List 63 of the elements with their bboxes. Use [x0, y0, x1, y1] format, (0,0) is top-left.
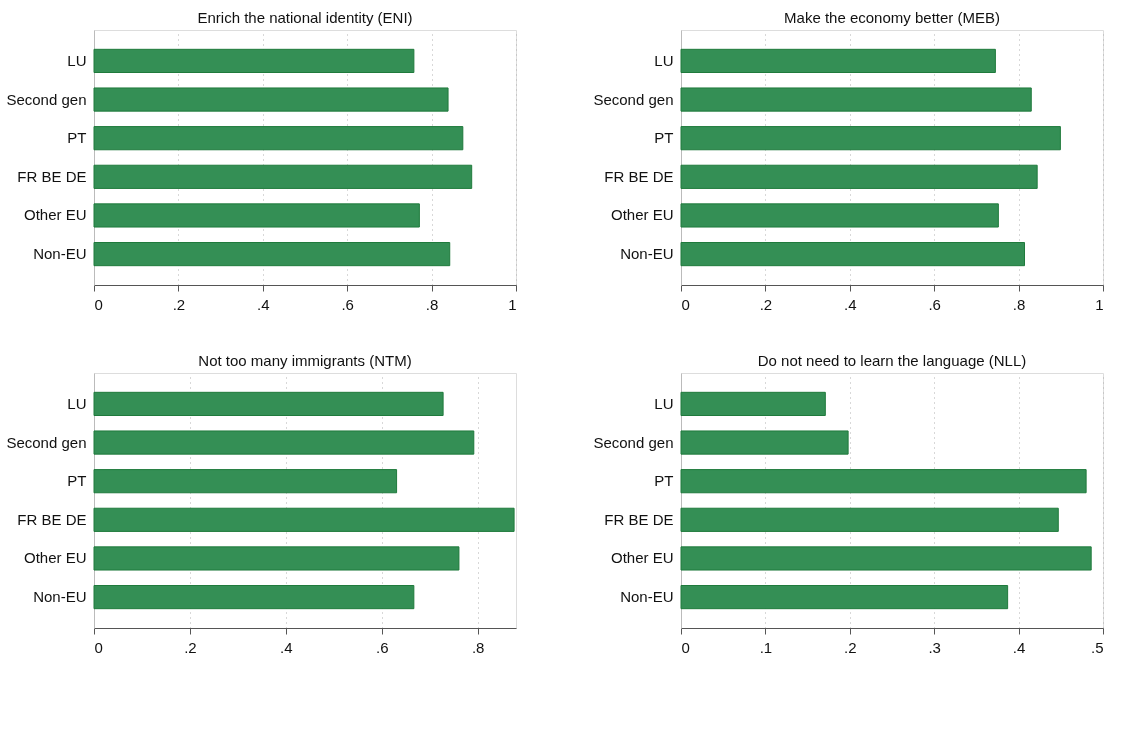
x-tick-label: 1	[508, 295, 517, 313]
y-tick-label: LU	[67, 51, 87, 69]
bar	[680, 126, 1061, 151]
chart-title: Make the economy better (MEB)	[784, 9, 1000, 26]
x-tick-label: .4	[1012, 638, 1026, 656]
bar	[93, 585, 415, 610]
bar	[680, 164, 1038, 189]
bar	[680, 203, 999, 228]
x-tick-label: 0	[681, 638, 690, 656]
bar	[680, 87, 1032, 112]
y-tick-label: LU	[654, 51, 674, 69]
x-tick-label: .3	[928, 638, 941, 656]
y-tick-label: FR BE DE	[604, 510, 674, 528]
y-tick-label: Second gen	[6, 433, 87, 451]
x-tick-label: .5	[1090, 638, 1104, 656]
y-tick-label: PT	[67, 472, 87, 490]
x-tick-label: .8	[425, 295, 439, 313]
y-tick-label: PT	[67, 129, 87, 147]
y-tick-label: FR BE DE	[604, 167, 674, 185]
bar	[93, 430, 475, 455]
x-tick-label: .2	[844, 638, 857, 656]
x-tick-label: .4	[257, 295, 270, 313]
y-tick-label: Other EU	[610, 549, 674, 567]
y-tick-label: Non-EU	[33, 245, 87, 263]
y-tick-label: Non-EU	[33, 588, 87, 606]
y-tick-label: LU	[67, 394, 87, 412]
x-tick-label: .1	[759, 638, 773, 656]
chart-title: Do not need to learn the language (NLL)	[757, 352, 1027, 369]
bar	[93, 391, 444, 416]
x-tick-label: .2	[172, 295, 186, 313]
x-tick-label: .6	[341, 295, 354, 313]
x-tick-label: 0	[94, 638, 103, 656]
y-tick-label: Other EU	[610, 206, 674, 224]
y-tick-label: PT	[654, 472, 674, 490]
x-tick-label: .4	[280, 638, 293, 656]
x-tick-label: .2	[759, 295, 773, 313]
bar	[680, 242, 1026, 267]
bar	[93, 469, 398, 494]
y-tick-label: Non-EU	[620, 588, 674, 606]
x-tick-label: 1	[1095, 295, 1104, 313]
y-tick-label: Second gen	[6, 90, 87, 108]
y-tick-label: Other EU	[23, 206, 87, 224]
y-tick-label: FR BE DE	[17, 510, 87, 528]
x-tick-label: .8	[471, 638, 485, 656]
y-tick-label: Second gen	[593, 90, 674, 108]
bar	[93, 546, 460, 571]
y-tick-label: Non-EU	[620, 245, 674, 263]
x-tick-label: .4	[844, 295, 857, 313]
chart-title: Not too many immigrants (NTM)	[198, 352, 412, 369]
y-tick-label: FR BE DE	[17, 167, 87, 185]
y-tick-label: Second gen	[593, 433, 674, 451]
x-tick-label: .2	[184, 638, 197, 656]
x-tick-label: 0	[681, 295, 690, 313]
chart-title: Enrich the national identity (ENI)	[197, 9, 413, 26]
y-tick-label: PT	[654, 129, 674, 147]
x-tick-label: 0	[94, 295, 103, 313]
y-tick-label: LU	[654, 394, 674, 412]
x-tick-label: .8	[1012, 295, 1026, 313]
bar	[93, 507, 515, 532]
x-tick-label: .6	[928, 295, 941, 313]
y-tick-label: Other EU	[23, 549, 87, 567]
bar	[680, 48, 996, 73]
x-tick-label: .6	[375, 638, 389, 656]
